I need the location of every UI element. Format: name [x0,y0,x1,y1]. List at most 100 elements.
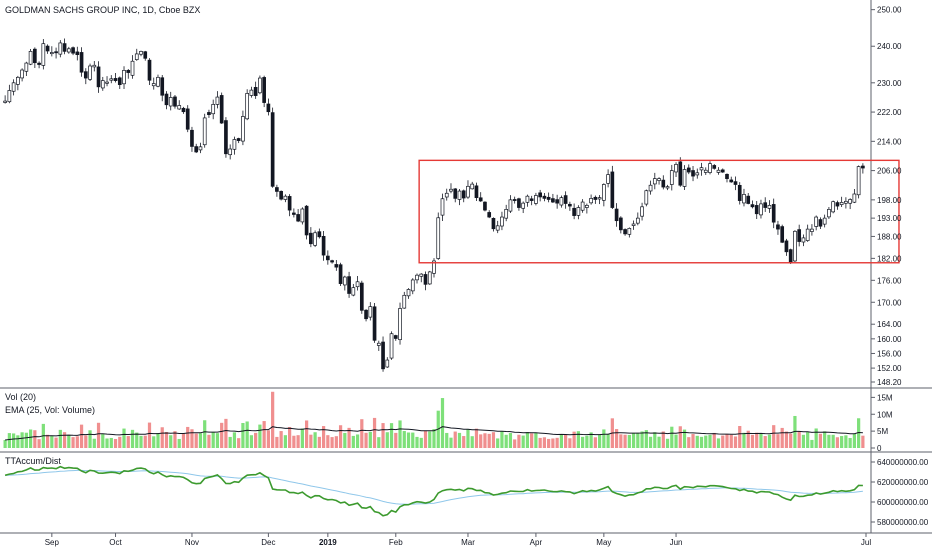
candle-down [381,341,385,370]
volume-bar-up [559,434,564,448]
volume-bar-up [534,432,538,448]
candle-down [62,43,67,52]
candle-up [856,166,861,196]
candle-up [20,69,24,79]
candle-up [122,70,126,85]
volume-bar-up [704,435,708,448]
ema-label: EMA (25, Vol: Volume) [5,405,95,415]
candle-up [139,51,143,55]
volume-bar-up [806,432,810,448]
candle-up [580,201,585,211]
time-tick-label: Jun [670,538,683,547]
volume-bar-down [326,435,330,448]
candle-down [453,188,458,199]
volume-bar-down [338,425,343,448]
volume-bar-down [619,434,623,448]
candle-down [780,226,785,243]
chart-title: GOLDMAN SACHS GROUP INC, 1D, Cboe BZX [5,5,200,15]
volume-bar-up [589,432,593,448]
volume-bar-down [738,425,742,448]
candle-down [784,240,789,253]
candle-down [551,198,555,203]
volume-bar-down [542,437,547,448]
candle-down [372,306,377,341]
candle-up [410,279,415,292]
candle-up [508,199,513,212]
candle-up [657,178,661,181]
volume-bar-down [271,391,275,448]
volume-bar-up [419,437,423,448]
volume-bar-up [24,432,28,448]
volume-bar-up [585,435,589,448]
candle-up [822,217,827,225]
candle-down [776,224,780,230]
volume-bar-down [71,437,75,448]
volume-bar-down [733,436,738,448]
accum-axis-labels: 640000000.00 620000000.00 600000000.00 5800… [877,458,929,527]
volume-bar-up [415,436,419,448]
candle-down [474,185,479,199]
candle-up [602,184,606,201]
candle-down [678,161,683,186]
volume-bar-up [139,435,143,448]
volume-bar-up [665,438,670,448]
candle-up [11,82,16,92]
candle-up [559,197,564,206]
candle-down [593,196,598,200]
candle-up [827,209,831,218]
candle-up [495,225,500,231]
volume-bar-down [750,434,755,448]
volume-bar-down [347,427,351,448]
candle-up [521,202,526,209]
volume-bar-up [840,436,844,448]
volume-bar-up [657,436,661,448]
volume-bar-up [848,438,852,448]
volume-bar-up [432,429,436,448]
volume-bar-up [857,418,861,448]
volume-bar-down [568,438,572,448]
volume-bar-down [725,434,729,448]
candle-up [814,216,819,227]
volume-bar-up [152,436,156,448]
volume-bar-down [364,432,368,448]
volume-bar-up [215,433,220,448]
volume-bar-up [576,431,580,448]
candles[interactable] [3,38,865,372]
volume-bar-up [449,437,453,448]
volume-bar-up [428,431,432,448]
candle-up [368,306,373,318]
volume-tick-label: 0 [877,444,882,453]
volume-bar-up [228,436,232,448]
candle-up [631,223,636,226]
volume-bar-up [241,422,245,448]
range-rectangle-annotation[interactable] [418,159,900,264]
candle-up [202,117,207,146]
volume-bar-down [572,431,576,448]
volume-bar-up [525,432,530,448]
volume-bar-down [296,435,300,448]
price-tick-label: 148.20 [877,378,902,387]
candle-down [572,207,576,216]
candle-down [491,217,496,230]
volume-bar-down [564,434,568,448]
candle-down [219,95,224,124]
time-axis-labels: Sep Oct Nov Dec 2019 Feb Mar Apr May Jun Jul [45,538,872,547]
volume-bar-down [288,426,292,448]
candle-down [309,232,313,245]
candle-down [266,103,271,113]
price-tick-label: 176.00 [877,276,902,285]
candle-down [224,120,228,155]
candle-down [330,260,334,263]
candle-up [627,228,632,235]
time-tick-label: Dec [261,538,275,547]
candle-up [300,208,305,223]
candle-down [623,229,627,235]
candle-up [652,178,657,185]
volume-bar-up [496,438,500,448]
volume-bar-down [861,435,865,448]
volume-bar-down [483,433,487,448]
volume-bar-up [602,429,606,448]
time-tick-label: Mar [461,538,475,547]
volume-bar-down [687,437,691,448]
